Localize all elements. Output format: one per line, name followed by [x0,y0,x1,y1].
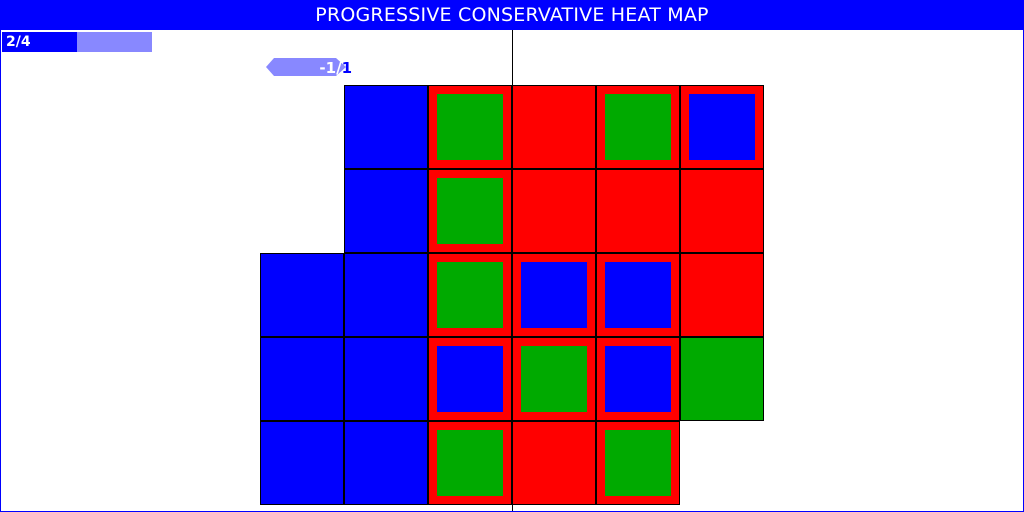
score-tag-label: -1/1 [266,58,352,77]
grid-cell-r3-c2[interactable] [344,253,428,337]
grid-cell-marker [521,262,587,328]
score-tag-tail: 1 [341,59,352,77]
grid-cell-r2-c5[interactable] [596,169,680,253]
grid-cell-r2-c2[interactable] [344,169,428,253]
grid-cell-marker [605,262,671,328]
grid-cell-marker [605,346,671,412]
grid-cell-r2-c4[interactable] [512,169,596,253]
grid-cell-r2-c6[interactable] [680,169,764,253]
level-progress-label: 2/4 [6,34,31,50]
grid-cell-r4-c3[interactable] [428,337,512,421]
grid-cell-marker [605,94,671,160]
grid-cell-r4-c2[interactable] [344,337,428,421]
grid-cell-r3-c1[interactable] [260,253,344,337]
grid-cell-r2-c3[interactable] [428,169,512,253]
grid-cell-r4-c5[interactable] [596,337,680,421]
grid-cell-r5-c2[interactable] [344,421,428,505]
tag-arrow-icon [266,58,346,76]
grid-cell-r4-c1[interactable] [260,337,344,421]
grid-cell-r4-c4[interactable] [512,337,596,421]
grid-cell-r1-c2[interactable] [344,85,428,169]
grid-cell-r1-c5[interactable] [596,85,680,169]
grid-cell-r3-c5[interactable] [596,253,680,337]
grid-cell-marker [437,430,503,496]
grid-cell-r5-c1[interactable] [260,421,344,505]
grid-cell-marker [437,178,503,244]
grid-cell-r5-c5[interactable] [596,421,680,505]
grid-cell-r5-c3[interactable] [428,421,512,505]
grid-cell-marker [521,346,587,412]
grid-cell-r5-c4[interactable] [512,421,596,505]
grid-cell-r3-c4[interactable] [512,253,596,337]
grid-cell-r1-c3[interactable] [428,85,512,169]
grid-cell-marker [437,346,503,412]
grid-cell-r1-c6[interactable] [680,85,764,169]
score-tag-value: -1/ [319,59,342,77]
page-title: PROGRESSIVE CONSERVATIVE HEAT MAP [0,0,1024,30]
grid-cell-marker [605,430,671,496]
grid-cell-r3-c6[interactable] [680,253,764,337]
score-tag[interactable]: -1/1 [266,58,352,77]
grid-cell-marker [689,94,755,160]
level-progress-bar: 2/4 [2,32,152,52]
grid-cell-r1-c4[interactable] [512,85,596,169]
grid-cell-marker [437,94,503,160]
grid-cell-marker [437,262,503,328]
grid-cell-r3-c3[interactable] [428,253,512,337]
grid-cell-r4-c6[interactable] [680,337,764,421]
level-progress-fill [2,32,77,52]
